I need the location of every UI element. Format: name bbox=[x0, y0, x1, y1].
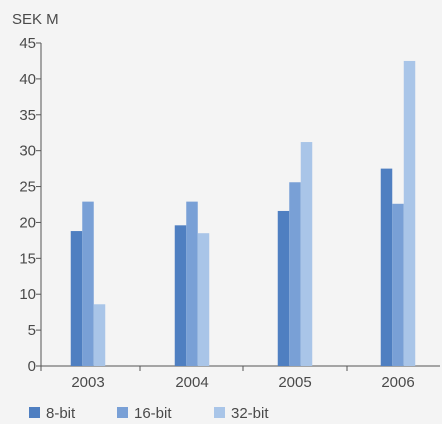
y-axis-ticks: 0 5 10 15 20 25 30 35 40 45 bbox=[19, 35, 41, 375]
bar-16-bit-2004 bbox=[186, 201, 198, 366]
legend-label-8-bit: 8-bit bbox=[46, 405, 76, 422]
bar-32-bit-2005 bbox=[300, 142, 313, 366]
bar-8-bit-2003 bbox=[70, 231, 83, 366]
x-tick-label: 2006 bbox=[381, 374, 414, 391]
legend-label-32-bit: 32-bit bbox=[231, 405, 269, 422]
y-tick-label: 35 bbox=[19, 107, 36, 124]
y-tick-label: 15 bbox=[19, 250, 36, 267]
y-tick-label: 0 bbox=[28, 358, 36, 375]
bar-16-bit-2006 bbox=[392, 203, 404, 366]
bar-32-bit-2004 bbox=[197, 233, 210, 366]
bar-16-bit-2003 bbox=[82, 201, 94, 366]
y-tick-label: 10 bbox=[19, 286, 36, 303]
legend: 8-bit 16-bit 32-bit bbox=[29, 405, 269, 422]
bars bbox=[70, 60, 416, 366]
axes bbox=[40, 43, 440, 371]
y-axis-label: SEK M bbox=[12, 11, 59, 28]
y-tick-label: 45 bbox=[19, 35, 36, 52]
y-tick-label: 40 bbox=[19, 71, 36, 88]
y-tick-label: 20 bbox=[19, 214, 36, 231]
bar-32-bit-2003 bbox=[93, 304, 106, 366]
x-tick-label: 2005 bbox=[278, 374, 311, 391]
x-axis-ticks: 2003 2004 2005 2006 bbox=[71, 374, 414, 391]
bar-8-bit-2006 bbox=[380, 168, 393, 366]
y-tick-label: 25 bbox=[19, 179, 36, 196]
legend-swatch-16-bit bbox=[117, 407, 128, 418]
x-tick-label: 2004 bbox=[175, 374, 208, 391]
bar-8-bit-2004 bbox=[174, 225, 187, 366]
y-tick-label: 30 bbox=[19, 143, 36, 160]
x-tick-label: 2003 bbox=[71, 374, 104, 391]
legend-swatch-32-bit bbox=[214, 407, 225, 418]
y-tick-label: 5 bbox=[28, 322, 36, 339]
bar-16-bit-2005 bbox=[289, 182, 301, 366]
legend-swatch-8-bit bbox=[29, 407, 40, 418]
bar-32-bit-2006 bbox=[403, 60, 416, 366]
bar-8-bit-2005 bbox=[277, 210, 290, 366]
legend-label-16-bit: 16-bit bbox=[134, 405, 172, 422]
